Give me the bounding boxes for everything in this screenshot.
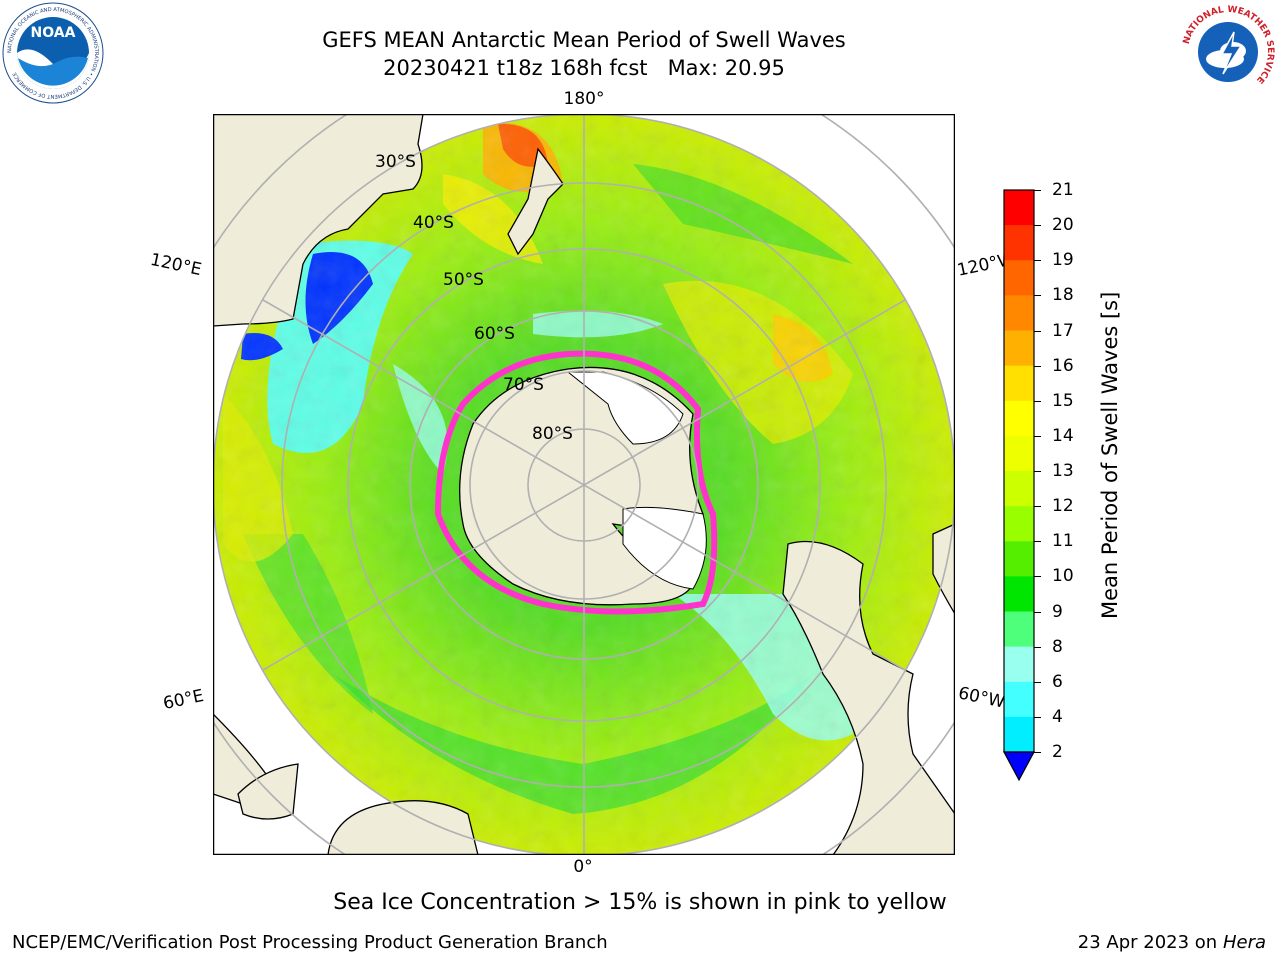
- colorbar-tick: [1034, 365, 1041, 367]
- colorbar-tick-label: 15: [1052, 390, 1074, 411]
- colorbar-tick: [1034, 646, 1041, 648]
- colorbar-tick: [1034, 435, 1041, 437]
- lat-label-60s: 60°S: [474, 324, 515, 344]
- colorbar-tick: [1034, 611, 1041, 613]
- lon-label-180: 180°: [563, 89, 605, 109]
- footer-date: 23 Apr 2023 on: [1077, 932, 1223, 953]
- footer-right: 23 Apr 2023 on Hera: [1078, 932, 1266, 953]
- colorbar-tick-label: 9: [1052, 601, 1063, 622]
- colorbar-extend-arrow: [1002, 751, 1036, 782]
- colorbar-tick: [1034, 295, 1041, 297]
- colorbar-tick-label: 2: [1052, 742, 1063, 762]
- colorbar-segment: [1004, 190, 1034, 226]
- colorbar-tick-label: 14: [1052, 425, 1074, 446]
- colorbar-tick: [1034, 506, 1041, 508]
- colorbar-segment: [1004, 225, 1034, 261]
- footer-machine: Hera: [1222, 932, 1266, 953]
- noaa-logo: NATIONAL OCEANIC AND ATMOSPHERIC ADMINIS…: [2, 2, 104, 104]
- colorbar-tick: [1034, 752, 1041, 753]
- colorbar-tick-label: 21: [1052, 180, 1074, 200]
- colorbar-tick-label: 10: [1052, 566, 1074, 587]
- colorbar-segment: [1004, 365, 1034, 402]
- sea-ice-caption: Sea Ice Concentration > 15% is shown in …: [333, 890, 947, 915]
- colorbar-segment: [1004, 400, 1034, 437]
- lat-label-30s: 30°S: [375, 152, 416, 172]
- colorbar-segment: [1004, 681, 1034, 718]
- colorbar-tick-label: 11: [1052, 531, 1074, 552]
- colorbar-segment: [1004, 611, 1034, 648]
- lon-label-60w: 60°W: [956, 683, 1007, 713]
- colorbar-tick-label: 8: [1052, 636, 1063, 657]
- lat-label-40s: 40°S: [413, 213, 454, 233]
- nws-logo: NATIONAL WEATHER SERVICE: [1180, 4, 1276, 100]
- colorbar-tick: [1034, 225, 1041, 227]
- noaa-logo-text: NOAA: [31, 25, 76, 41]
- colorbar-title: Mean Period of Swell Waves [s]: [1098, 291, 1122, 619]
- chart-subtitle: 20230421 t18z 168h fcst Max: 20.95: [383, 56, 785, 80]
- lat-label-80s: 80°S: [532, 424, 573, 444]
- colorbar-segment: [1004, 646, 1034, 683]
- colorbar-tick-label: 20: [1052, 215, 1074, 236]
- colorbar-segment: [1004, 330, 1034, 367]
- colorbar-tick: [1034, 190, 1041, 191]
- colorbar-tick: [1034, 330, 1041, 332]
- colorbar-tick-label: 13: [1052, 461, 1074, 481]
- colorbar-tick: [1034, 716, 1041, 718]
- colorbar-tick: [1034, 576, 1041, 578]
- graticule: [213, 114, 955, 855]
- colorbar-tick: [1034, 260, 1041, 262]
- colorbar-tick: [1034, 400, 1041, 402]
- colorbar-segment: [1004, 541, 1034, 577]
- colorbar-segment: [1004, 576, 1034, 612]
- colorbar: [1002, 189, 1036, 782]
- colorbar-tick-label: 19: [1052, 250, 1074, 271]
- footer-left: NCEP/EMC/Verification Post Processing Pr…: [12, 932, 608, 953]
- colorbar-segment: [1004, 435, 1034, 472]
- colorbar-segment: [1004, 295, 1034, 331]
- colorbar-tick-label: 12: [1052, 496, 1074, 517]
- colorbar-tick-label: 16: [1052, 355, 1074, 376]
- lat-label-70s: 70°S: [503, 375, 544, 395]
- colorbar-tick: [1034, 681, 1041, 683]
- lat-label-50s: 50°S: [443, 270, 484, 290]
- colorbar-tick-label: 4: [1052, 706, 1063, 727]
- chart-title: GEFS MEAN Antarctic Mean Period of Swell…: [322, 28, 846, 52]
- colorbar-tick-label: 18: [1052, 285, 1074, 306]
- colorbar-tick-label: 17: [1052, 320, 1074, 341]
- colorbar-segment: [1004, 260, 1034, 296]
- lon-label-0: 0°: [573, 857, 593, 877]
- polar-map: [213, 114, 955, 855]
- colorbar-segment: [1004, 471, 1034, 507]
- lon-label-60e: 60°E: [161, 685, 206, 715]
- colorbar-segment: [1004, 716, 1034, 753]
- colorbar-tick-label: 6: [1052, 671, 1063, 692]
- colorbar-tick: [1034, 541, 1041, 543]
- colorbar-tick: [1034, 471, 1041, 472]
- colorbar-segment: [1004, 506, 1034, 542]
- lon-label-120e: 120°E: [148, 249, 204, 281]
